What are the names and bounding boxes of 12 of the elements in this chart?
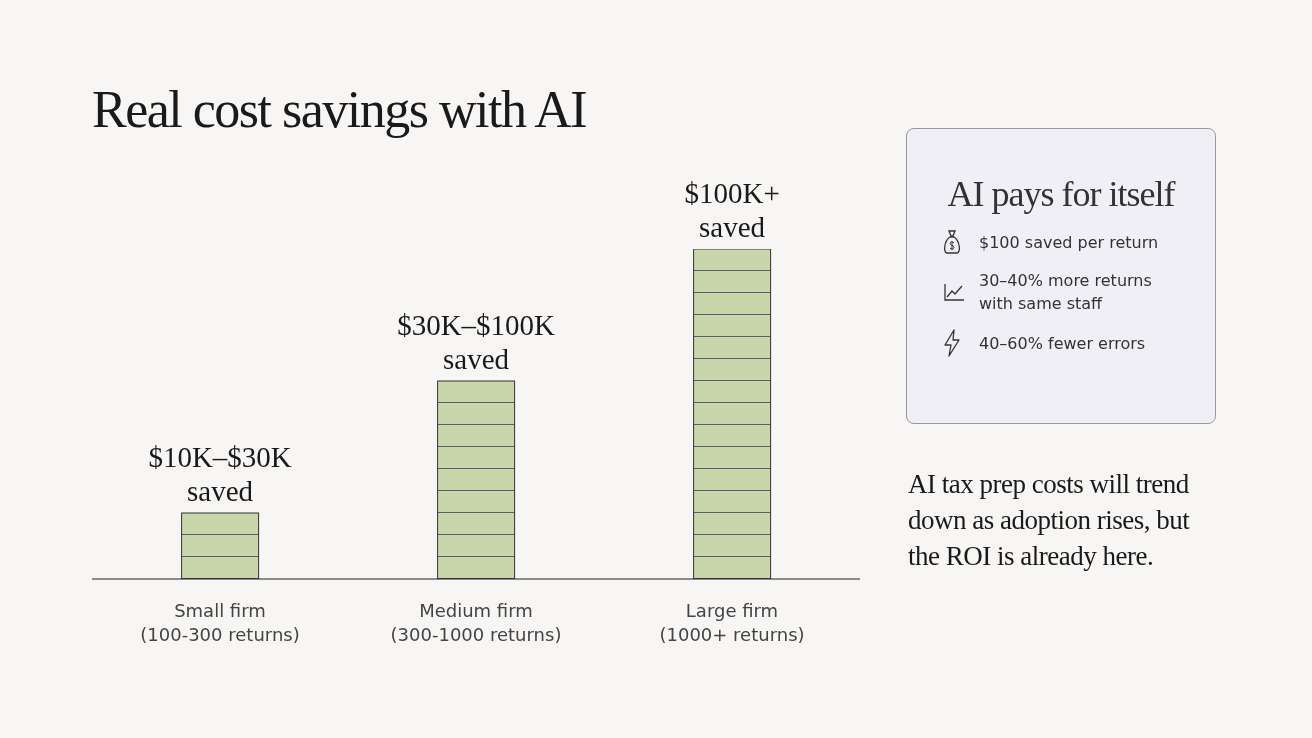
text: AI tax prep costs will trend down as adoption rises, but the ROI is already here. bbox=[908, 468, 1191, 573]
x-tick-label: Medium firm (300-1000 returns) bbox=[390, 600, 562, 645]
x-tick-label: Large firm (1000+ returns) bbox=[659, 600, 805, 645]
annotation: $30K–$100K saved bbox=[397, 309, 556, 375]
text: 30–40% more returns with same staff bbox=[979, 270, 1153, 315]
annotation: $100K+ saved bbox=[684, 177, 780, 243]
annotation: $10K–$30K saved bbox=[148, 441, 292, 507]
chart-title: Real cost savings with AI bbox=[92, 80, 587, 139]
x-tick-label: Small firm (100-300 returns) bbox=[140, 600, 300, 645]
text: AI pays for itself bbox=[946, 173, 1177, 215]
text: $100 saved per return bbox=[979, 231, 1160, 254]
text: 40–60% fewer errors bbox=[979, 332, 1147, 355]
